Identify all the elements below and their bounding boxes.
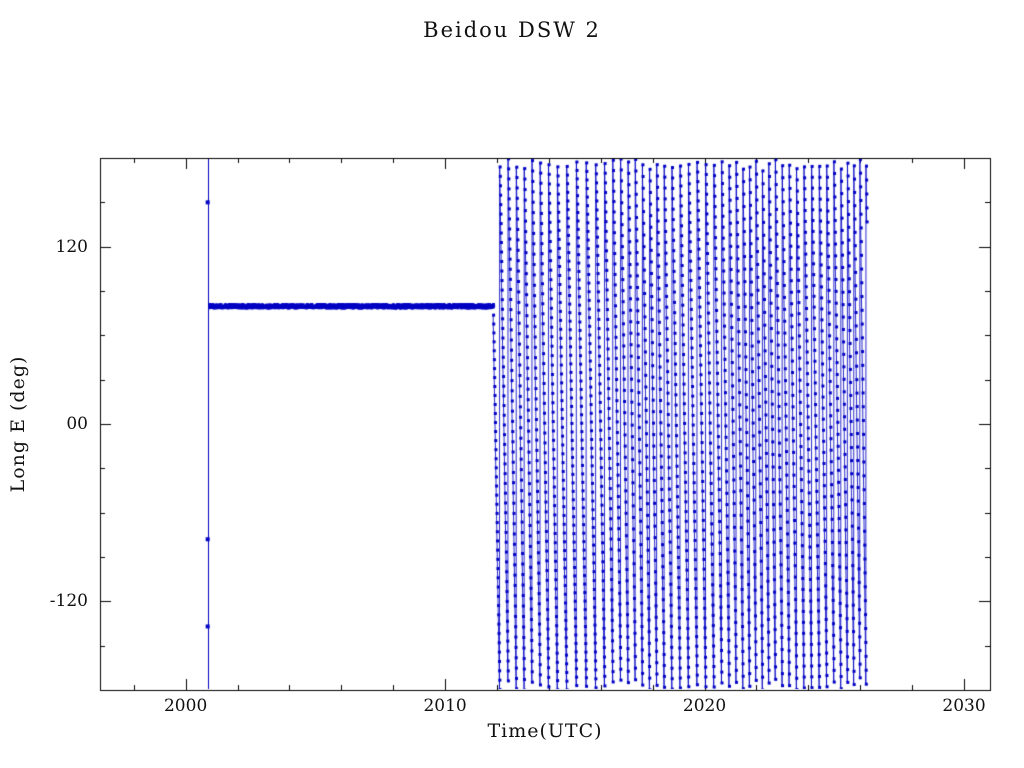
y-axis-label: Long E (deg) bbox=[7, 355, 29, 493]
chart-title: Beidou DSW 2 bbox=[423, 18, 601, 42]
y-tick-label: -120 bbox=[49, 591, 88, 612]
x-axis-label: Time(UTC) bbox=[487, 720, 603, 742]
x-tick-label: 2030 bbox=[942, 696, 986, 716]
y-tick-label: 00 bbox=[66, 414, 88, 434]
x-tick-label: 2010 bbox=[423, 696, 467, 716]
x-tick-label: 2020 bbox=[682, 696, 727, 716]
y-tick-label: 120 bbox=[55, 236, 88, 257]
x-tick-label: 2000 bbox=[163, 696, 208, 716]
